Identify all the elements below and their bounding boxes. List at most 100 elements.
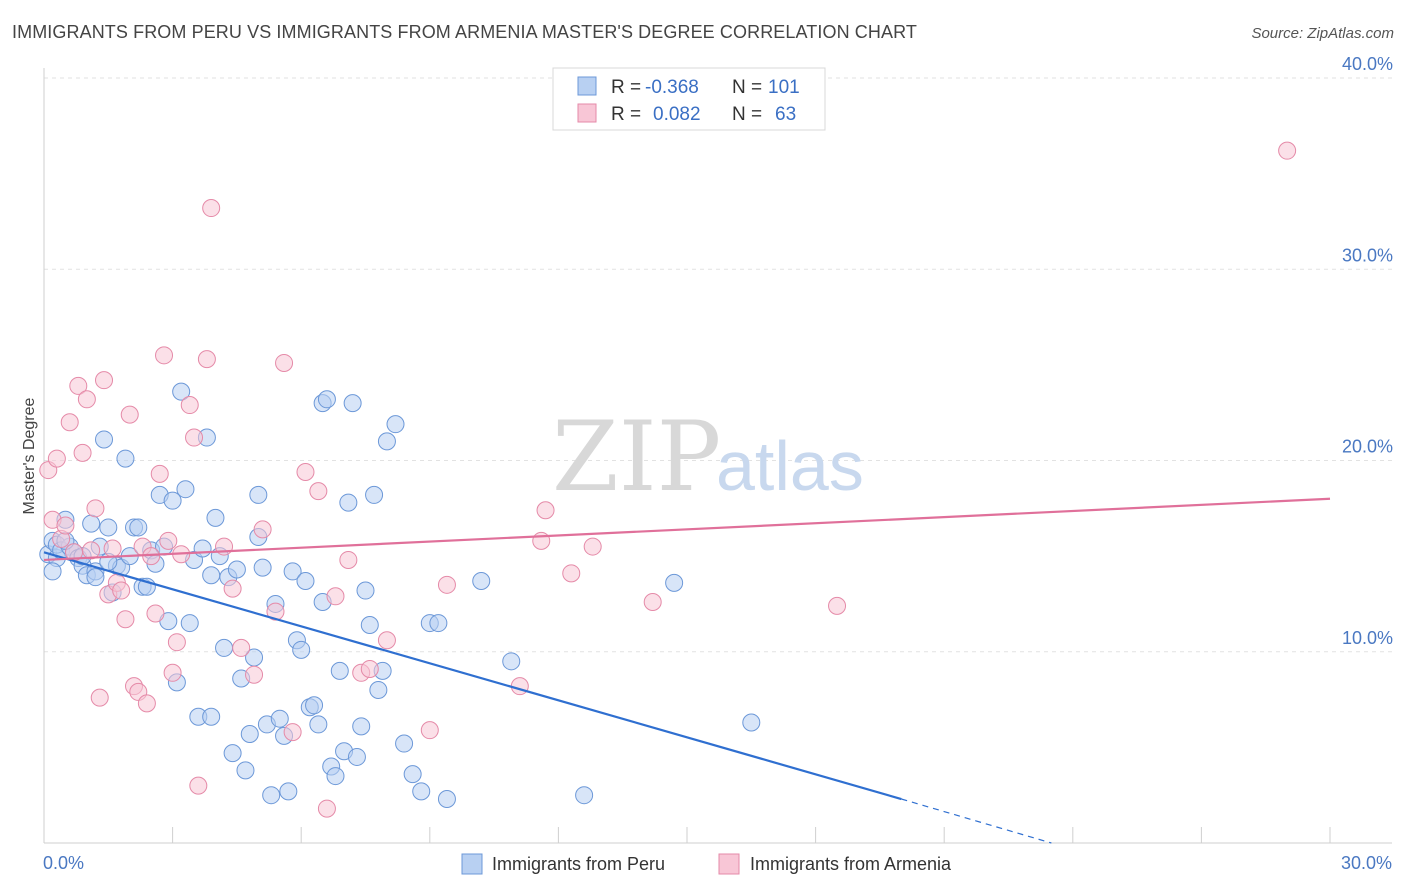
data-point: [502, 652, 521, 671]
data-point: [227, 560, 246, 579]
axes: [43, 68, 1392, 844]
data-point: [326, 587, 345, 606]
data-point: [665, 573, 684, 592]
data-point: [309, 715, 328, 734]
data-point: [43, 562, 62, 581]
trend-line-armenia: [43, 497, 1331, 562]
data-point: [86, 568, 105, 587]
data-point: [575, 786, 594, 805]
data-point: [159, 531, 178, 550]
data-point: [120, 405, 139, 424]
data-point: [180, 614, 199, 633]
y-tick-label: 40.0%: [1342, 54, 1393, 74]
watermark-zip: ZIP: [552, 401, 721, 513]
data-point: [429, 614, 448, 633]
data-point: [206, 508, 225, 527]
bottom-legend: Immigrants from Peru Immigrants from Arm…: [461, 853, 952, 875]
data-point: [95, 371, 114, 390]
data-point: [223, 744, 242, 763]
legend-r-label-armenia: R =: [611, 104, 641, 125]
data-point: [360, 659, 379, 678]
data-point: [305, 696, 324, 715]
data-point: [262, 786, 281, 805]
legend-box: R = -0.368 N = 101 R = 0.082 N = 63: [552, 67, 826, 131]
data-point: [339, 550, 358, 569]
data-point: [60, 413, 79, 432]
data-point: [240, 724, 259, 743]
data-point: [150, 464, 169, 483]
data-point: [403, 765, 422, 784]
legend-n-value-peru: 101: [768, 77, 800, 98]
data-point: [146, 604, 165, 623]
bottom-legend-swatch-armenia: [718, 853, 740, 875]
data-point: [326, 767, 345, 786]
y-axis-label: Master's Degree: [21, 397, 38, 514]
data-point: [116, 610, 135, 629]
chart-title: IMMIGRANTS FROM PERU VS IMMIGRANTS FROM …: [12, 22, 917, 42]
watermark-atlas: atlas: [716, 427, 864, 505]
legend-n-label-armenia: N =: [732, 104, 762, 125]
legend-r-value-armenia: 0.082: [653, 104, 701, 125]
data-point: [253, 558, 272, 577]
data-point: [643, 593, 662, 612]
source-label: Source: ZipAtlas.com: [1251, 25, 1394, 42]
data-point: [377, 631, 396, 650]
data-point: [412, 782, 431, 801]
data-point: [296, 571, 315, 590]
y-tick-label: 20.0%: [1342, 437, 1393, 457]
data-point: [317, 390, 336, 409]
data-point: [365, 485, 384, 504]
data-point: [69, 376, 88, 395]
data-point: [215, 638, 234, 657]
data-point: [510, 677, 529, 696]
data-point: [176, 480, 195, 499]
data-point: [167, 633, 186, 652]
data-point: [309, 482, 328, 501]
data-point: [163, 491, 182, 510]
data-point: [249, 485, 268, 504]
data-point: [437, 575, 456, 594]
data-point: [536, 501, 555, 520]
data-point: [292, 640, 311, 659]
data-point: [275, 353, 294, 372]
data-point: [99, 518, 118, 537]
data-point: [420, 721, 439, 740]
data-point: [356, 581, 375, 600]
bottom-legend-label-peru: Immigrants from Peru: [492, 854, 665, 874]
data-point: [472, 571, 491, 590]
data-point: [437, 790, 456, 809]
legend-swatch-peru: [577, 76, 597, 96]
data-point: [73, 443, 92, 462]
data-point: [270, 709, 289, 728]
data-point: [77, 390, 96, 409]
data-point: [112, 581, 131, 600]
legend-swatch-armenia: [577, 103, 597, 123]
data-point: [395, 734, 414, 753]
legend-n-value-armenia: 63: [775, 104, 796, 125]
data-point: [180, 396, 199, 415]
data-point: [202, 199, 221, 218]
data-point: [266, 602, 285, 621]
data-point: [185, 428, 204, 447]
data-point: [86, 499, 105, 518]
trend-lines: [43, 497, 1331, 844]
data-point: [343, 394, 362, 413]
data-point: [129, 518, 148, 537]
trend-line-peru: [43, 551, 902, 801]
data-point: [232, 638, 251, 657]
data-point: [137, 694, 156, 713]
data-point: [330, 661, 349, 680]
y-tick-label: 10.0%: [1342, 628, 1393, 648]
data-point: [279, 782, 298, 801]
data-point: [828, 596, 847, 615]
bottom-legend-label-armenia: Immigrants from Armenia: [750, 854, 952, 874]
data-point: [360, 615, 379, 634]
data-point: [56, 516, 75, 535]
data-point: [386, 415, 405, 434]
data-point: [193, 539, 212, 558]
data-point: [742, 713, 761, 732]
data-point: [377, 432, 396, 451]
x-tick-left: 0.0%: [43, 853, 84, 873]
data-point: [1278, 141, 1297, 160]
